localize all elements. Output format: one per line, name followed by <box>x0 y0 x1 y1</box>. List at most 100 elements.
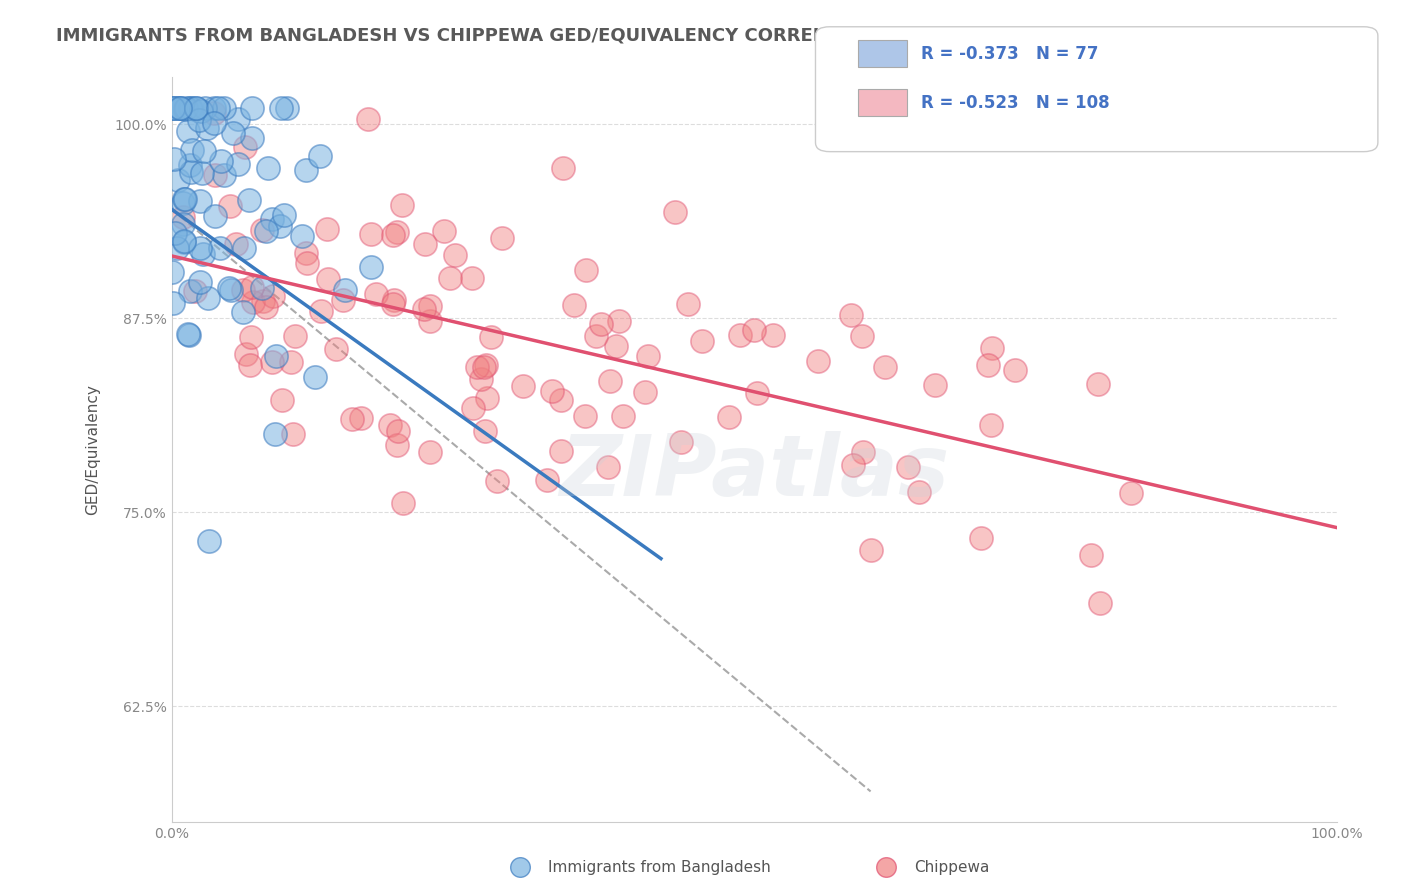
Text: Immigrants from Bangladesh: Immigrants from Bangladesh <box>548 860 770 874</box>
Point <box>806 354 828 368</box>
Point <box>173 234 195 248</box>
Point <box>190 103 212 118</box>
Point <box>179 284 201 298</box>
Point <box>382 227 405 242</box>
Point <box>509 860 531 874</box>
Point <box>980 417 1002 432</box>
Text: R = -0.523   N = 108: R = -0.523 N = 108 <box>921 94 1109 112</box>
Point <box>188 242 211 256</box>
Point <box>194 102 217 116</box>
Point <box>252 293 274 308</box>
Point <box>475 359 498 373</box>
Point <box>851 328 873 343</box>
Point <box>188 194 211 208</box>
Point <box>162 264 184 278</box>
Point <box>191 246 214 260</box>
Point <box>188 112 211 127</box>
Point <box>238 358 260 372</box>
Point <box>585 329 607 343</box>
Point <box>172 210 194 224</box>
Point <box>271 393 294 408</box>
Point <box>180 102 202 116</box>
Point <box>204 116 226 130</box>
Point <box>612 409 634 423</box>
Point <box>477 391 499 405</box>
Point <box>485 475 508 489</box>
Point <box>897 460 920 475</box>
Point <box>181 143 204 157</box>
Point <box>378 417 401 432</box>
Point <box>174 102 197 116</box>
Point <box>596 459 619 474</box>
Point <box>226 157 249 171</box>
Point <box>273 208 295 222</box>
Point <box>169 102 191 116</box>
Point <box>263 426 285 441</box>
Point <box>204 209 226 223</box>
Point <box>357 112 380 126</box>
Point <box>860 543 883 558</box>
Point <box>852 445 875 459</box>
Point <box>179 158 201 172</box>
Point <box>541 384 564 399</box>
Point <box>225 237 247 252</box>
Point <box>470 372 492 386</box>
Point <box>304 369 326 384</box>
Point <box>167 173 190 187</box>
Point <box>728 328 751 343</box>
Point <box>875 860 897 874</box>
Point <box>392 496 415 510</box>
Point <box>318 271 340 285</box>
Point <box>977 359 1000 373</box>
Point <box>325 342 347 356</box>
Text: Source: ZipAtlas.com: Source: ZipAtlas.com <box>1216 27 1364 41</box>
Point <box>222 126 245 140</box>
Point <box>202 102 225 116</box>
Point <box>605 339 627 353</box>
Point <box>512 379 534 393</box>
Point <box>188 275 211 289</box>
Point <box>284 329 307 343</box>
Point <box>294 163 316 178</box>
Point <box>294 245 316 260</box>
Point <box>481 330 503 344</box>
Point <box>240 102 263 116</box>
Point <box>262 212 284 227</box>
Point <box>550 444 572 458</box>
Point <box>238 193 260 207</box>
Point <box>340 412 363 426</box>
Point <box>254 300 277 314</box>
Point <box>257 161 280 175</box>
Point <box>550 392 572 407</box>
Point <box>463 401 485 415</box>
Point <box>283 427 305 442</box>
Point <box>360 227 382 241</box>
Point <box>366 287 388 301</box>
Text: IMMIGRANTS FROM BANGLADESH VS CHIPPEWA GED/EQUIVALENCY CORRELATION CHART: IMMIGRANTS FROM BANGLADESH VS CHIPPEWA G… <box>56 27 960 45</box>
Point <box>163 152 186 166</box>
Point <box>254 224 277 238</box>
Point <box>742 323 765 337</box>
Point <box>1080 548 1102 562</box>
Point <box>413 236 436 251</box>
Point <box>391 198 413 212</box>
Point <box>250 281 273 295</box>
Point <box>269 219 291 233</box>
Text: ZIPatlas: ZIPatlas <box>560 431 949 514</box>
Point <box>309 304 332 318</box>
Point <box>212 102 235 116</box>
Point <box>762 327 785 342</box>
Point <box>536 473 558 487</box>
Point <box>177 123 200 137</box>
Point <box>219 283 242 297</box>
Point <box>413 301 436 316</box>
Point <box>574 409 596 424</box>
Point <box>172 217 194 231</box>
Point <box>970 532 993 546</box>
Y-axis label: GED/Equivalency: GED/Equivalency <box>86 384 100 516</box>
Point <box>172 196 194 211</box>
Point <box>419 445 441 459</box>
Point <box>472 360 495 375</box>
Point <box>382 293 405 308</box>
Point <box>218 280 240 294</box>
